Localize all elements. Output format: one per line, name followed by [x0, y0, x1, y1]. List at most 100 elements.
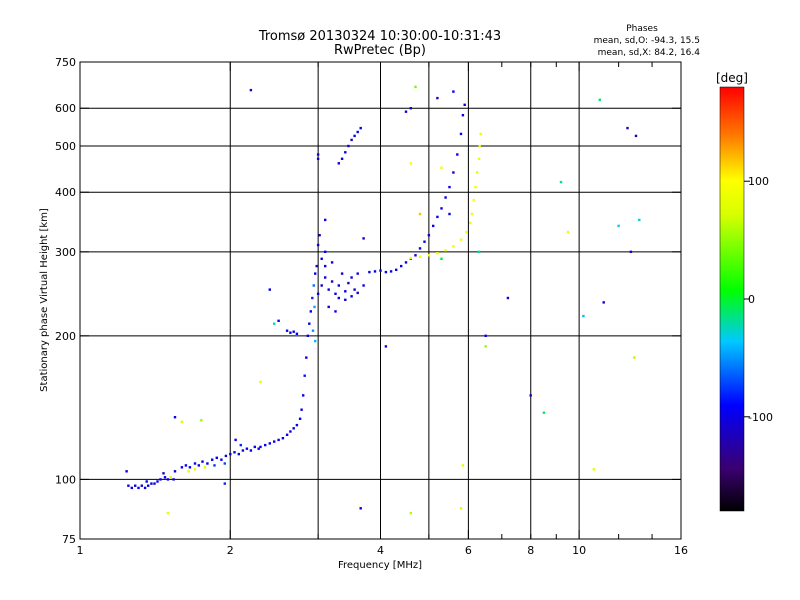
data-point [180, 420, 184, 424]
data-point [469, 221, 472, 225]
data-point [427, 254, 431, 257]
data-point [337, 296, 340, 300]
data-point [529, 394, 532, 397]
data-point [356, 272, 359, 275]
data-point [312, 284, 315, 287]
data-point [436, 252, 439, 255]
data-point [440, 166, 443, 169]
data-point [193, 462, 197, 465]
data-point [459, 132, 463, 136]
data-point [452, 90, 455, 93]
data-point [315, 264, 318, 268]
data-point [303, 374, 306, 377]
data-point [292, 427, 295, 430]
y-axis-label: Stationary phase Virtual Height [km] [39, 208, 50, 392]
data-point [334, 310, 337, 313]
colorbar-tick-label: -100 [748, 411, 773, 424]
data-point [140, 484, 143, 487]
data-point [220, 458, 223, 461]
data-point [156, 480, 159, 483]
data-point [350, 276, 353, 279]
data-point [330, 280, 334, 283]
y-tick-label: 100 [55, 473, 76, 486]
data-point [295, 423, 299, 427]
data-point [253, 445, 256, 449]
data-point [344, 151, 347, 154]
data-point [444, 249, 447, 252]
data-point [268, 288, 271, 291]
x-tick-label: 10 [572, 544, 586, 557]
data-point [347, 144, 350, 148]
data-point [337, 162, 340, 165]
data-point [448, 212, 451, 216]
data-point [359, 126, 362, 130]
data-point [308, 322, 311, 325]
data-point [237, 452, 240, 456]
data-point [418, 247, 422, 250]
data-point [478, 144, 481, 148]
data-point [281, 437, 285, 440]
data-point [368, 270, 371, 274]
colorbar-tick-label: 100 [748, 175, 769, 188]
data-point [444, 196, 447, 199]
data-point [137, 486, 140, 490]
data-point [320, 257, 323, 260]
data-point [257, 447, 260, 450]
x-tick-label: 2 [227, 544, 234, 557]
data-point [347, 281, 350, 285]
data-point [187, 470, 190, 473]
data-point [166, 478, 170, 481]
data-point [145, 480, 148, 483]
data-point [559, 180, 563, 184]
data-point [436, 215, 439, 219]
data-point [316, 292, 320, 295]
data-point [353, 288, 356, 291]
data-point [318, 234, 321, 237]
data-point [285, 433, 289, 436]
data-point [617, 224, 620, 228]
data-point [404, 110, 408, 113]
y-tick-label: 200 [55, 330, 76, 343]
data-point [602, 301, 605, 304]
data-point [188, 466, 192, 469]
data-point [316, 243, 320, 247]
data-point [479, 132, 482, 136]
data-point [448, 185, 451, 189]
data-point [324, 276, 327, 279]
data-point [633, 356, 636, 359]
data-point [223, 462, 226, 465]
data-point [264, 443, 267, 447]
data-point [292, 330, 295, 333]
colorbar-tick-label: 0 [748, 293, 755, 306]
data-point [295, 332, 299, 335]
data-point [470, 212, 474, 216]
data-point [626, 126, 629, 130]
data-point [356, 291, 359, 295]
data-point [389, 270, 393, 273]
data-point [229, 452, 232, 456]
data-point [379, 269, 382, 272]
data-point [233, 451, 236, 454]
phases-title: Phases [626, 24, 658, 34]
x-tick-label: 6 [465, 544, 472, 557]
data-point [125, 470, 128, 473]
data-point [373, 270, 377, 273]
data-point [409, 256, 412, 260]
data-point [350, 295, 353, 298]
data-point [268, 442, 271, 445]
data-point [638, 218, 641, 222]
data-point [163, 476, 167, 479]
data-point [309, 310, 312, 313]
data-point [300, 408, 303, 411]
data-point [506, 296, 510, 300]
data-point [436, 96, 439, 100]
data-point [150, 482, 153, 485]
data-point [582, 314, 585, 318]
data-point [143, 486, 147, 490]
data-point [180, 466, 184, 469]
colorbar [719, 86, 745, 512]
data-point [215, 456, 218, 459]
data-point [159, 478, 162, 481]
data-point [629, 250, 633, 253]
phase-x-stats: mean, sd,X: 84.2, 16.4 [598, 48, 701, 58]
